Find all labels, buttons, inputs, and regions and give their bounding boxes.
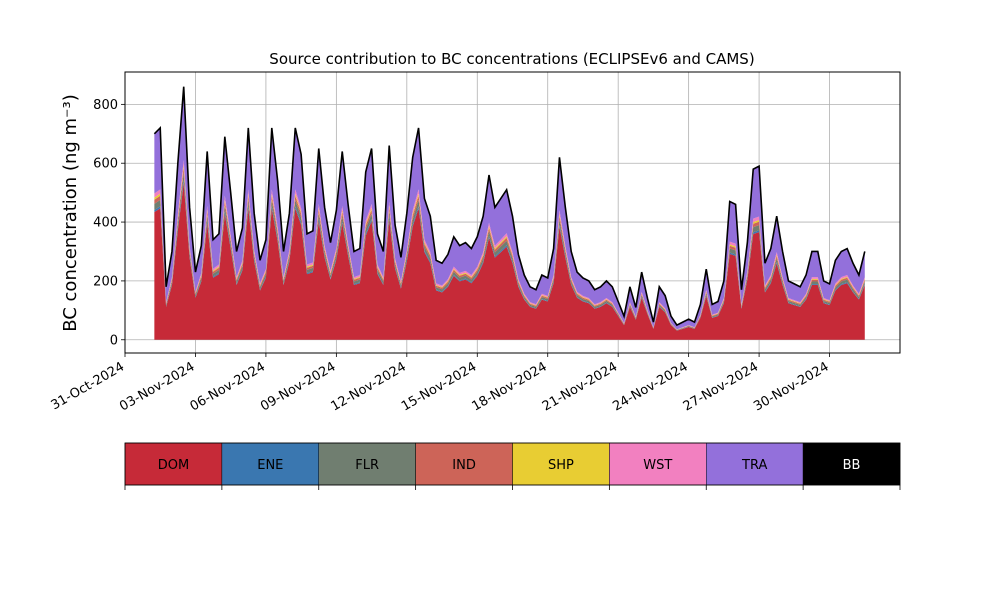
legend-swatch-flr [318, 442, 416, 486]
x-tick-label: 12-Nov-2024 [329, 359, 409, 414]
chart-title: Source contribution to BC concentrations… [269, 50, 754, 68]
x-tick-label: 09-Nov-2024 [258, 359, 338, 414]
x-tick-label: 15-Nov-2024 [399, 359, 479, 414]
x-tick-label: 30-Nov-2024 [751, 359, 831, 414]
area-flr [154, 172, 865, 331]
x-tick-label: 27-Nov-2024 [681, 359, 761, 414]
area-tra [154, 86, 865, 330]
stacked-areas [154, 86, 865, 340]
legend-label-bb: BB [843, 458, 861, 473]
legend-label-shp: SHP [548, 458, 574, 473]
legend-label-wst: WST [643, 458, 672, 473]
total-concentration-line [153, 86, 866, 327]
y-axis-label: BC concentration (ng m⁻³) [60, 94, 81, 332]
legend-label-dom: DOM [158, 458, 189, 473]
legend-frame [124, 442, 901, 486]
total-line [153, 86, 866, 327]
area-ind [154, 167, 865, 331]
legend-label-tra: TRA [741, 458, 767, 473]
legend-label-ind: IND [452, 458, 476, 473]
legend-label-ene: ENE [257, 458, 283, 473]
legend: DOM ENE FLR IND SHP WST TRA BB [124, 442, 901, 490]
legend-swatch-tra [706, 442, 804, 486]
x-axis: 31-Oct-202403-Nov-202406-Nov-202409-Nov-… [49, 353, 832, 414]
y-tick-label: 0 [110, 333, 118, 348]
x-tick-label: 03-Nov-2024 [117, 359, 197, 414]
x-tick-label: 21-Nov-2024 [540, 359, 620, 414]
legend-swatch-wst [609, 442, 707, 486]
y-tick-label: 400 [93, 216, 118, 231]
x-tick-label: 18-Nov-2024 [469, 359, 549, 414]
legend-swatch-shp [512, 442, 610, 486]
y-tick-label: 800 [93, 98, 118, 113]
legend-swatch-ind [415, 442, 513, 486]
x-tick-label: 06-Nov-2024 [188, 359, 268, 414]
area-wst [154, 160, 865, 330]
legend-label-flr: FLR [355, 458, 379, 473]
legend-swatch-dom [124, 442, 223, 486]
y-tick-label: 200 [93, 274, 118, 289]
y-tick-label: 600 [93, 157, 118, 172]
plot-frame [124, 71, 901, 354]
x-tick-label: 24-Nov-2024 [610, 359, 690, 414]
y-axis: 0 200 400 600 800 [93, 98, 125, 348]
x-tick-label: 31-Oct-2024 [49, 359, 127, 413]
area-dom [154, 182, 865, 340]
